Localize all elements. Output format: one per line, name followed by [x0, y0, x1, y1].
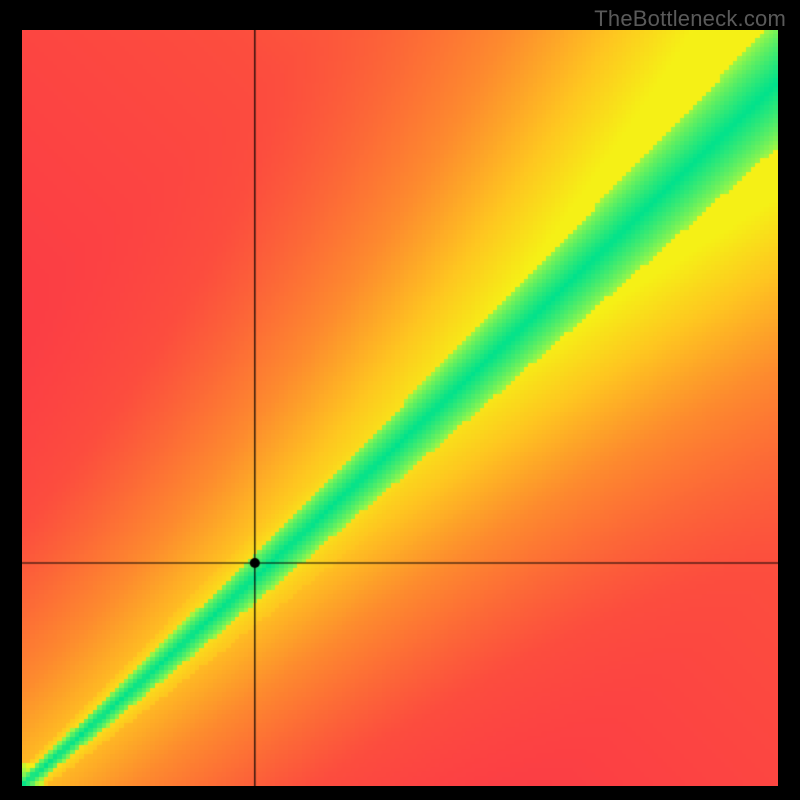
- chart-container: TheBottleneck.com: [0, 0, 800, 800]
- bottleneck-heatmap: [22, 30, 778, 786]
- watermark-text: TheBottleneck.com: [594, 6, 786, 32]
